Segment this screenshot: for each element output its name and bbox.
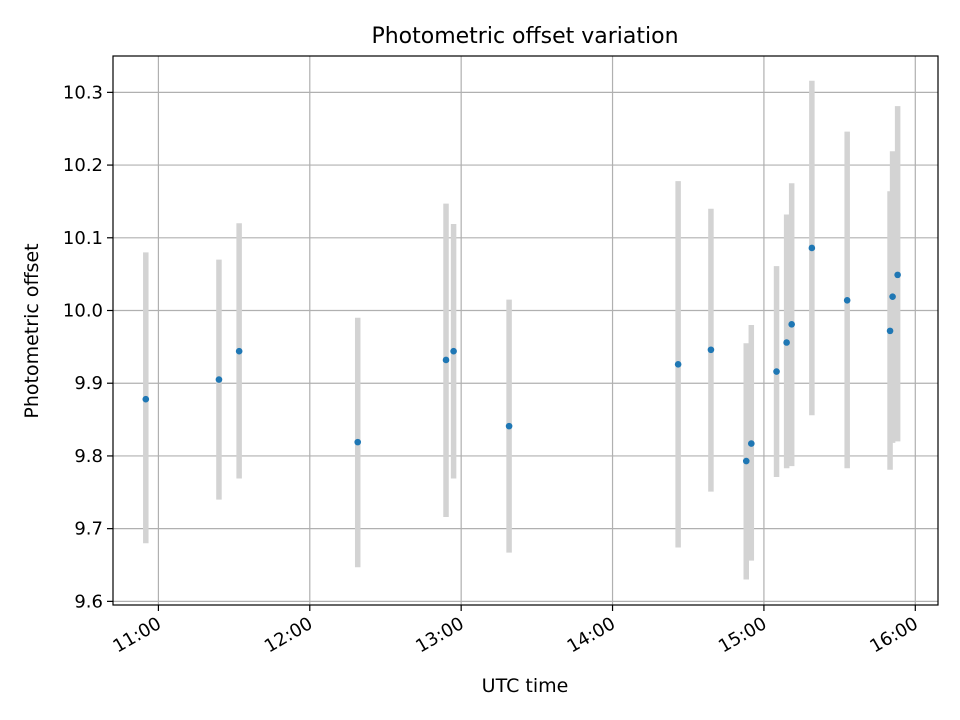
errorbars [143, 80, 901, 580]
grid [113, 56, 938, 605]
y-tick-label: 10.3 [63, 82, 103, 103]
data-point [450, 347, 457, 355]
chart-title: Photometric offset variation [371, 24, 678, 49]
x-axis-label: UTC time [482, 675, 569, 697]
data-point [748, 440, 755, 447]
x-tick-label: 12:00 [261, 613, 316, 657]
y-tick-label: 10.1 [63, 228, 103, 249]
data-point [773, 368, 780, 375]
data-point [788, 321, 795, 328]
y-tick-label: 9.8 [74, 446, 103, 467]
y-tick-label: 9.6 [74, 591, 103, 612]
y-tick-label: 10.2 [63, 155, 103, 176]
data-point [886, 327, 894, 335]
data-point [843, 297, 851, 304]
x-tick-label: 14:00 [564, 613, 619, 657]
data-point [889, 293, 896, 300]
y-axis-label: Photometric offset [21, 243, 43, 418]
data-point [442, 356, 450, 364]
data-point [215, 376, 223, 383]
data-point [354, 438, 362, 446]
y-tick-label: 10.0 [63, 301, 103, 322]
data-point [783, 339, 790, 346]
x-tick-label: 15:00 [715, 613, 770, 657]
data-point [505, 422, 513, 430]
data-point [235, 347, 243, 355]
plot-frame [112, 55, 939, 606]
data-point [894, 271, 901, 279]
data-points [142, 244, 901, 465]
x-tick-label: 11:00 [109, 613, 164, 657]
data-point [674, 361, 682, 368]
data-point [808, 244, 816, 252]
y-tick-label: 9.7 [74, 519, 103, 540]
x-tick-label: 16:00 [866, 613, 921, 657]
x-tick-label: 13:00 [412, 613, 467, 657]
data-point [742, 457, 750, 465]
y-tick-label: 9.9 [74, 373, 103, 394]
data-point [142, 395, 150, 403]
data-point [707, 346, 715, 354]
